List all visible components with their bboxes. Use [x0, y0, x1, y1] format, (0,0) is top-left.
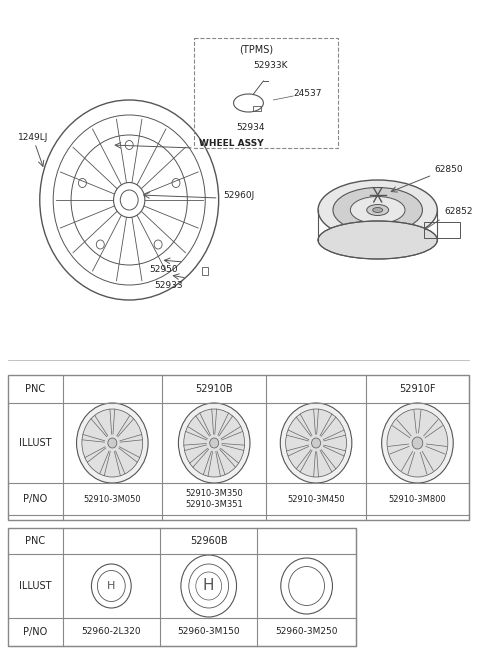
Bar	[202, 267, 208, 275]
Ellipse shape	[78, 179, 86, 187]
Ellipse shape	[280, 403, 352, 483]
Ellipse shape	[367, 204, 389, 215]
Ellipse shape	[318, 221, 437, 259]
Text: 52910B: 52910B	[195, 384, 233, 394]
Text: 62850: 62850	[434, 166, 463, 174]
Ellipse shape	[96, 240, 104, 249]
Ellipse shape	[387, 409, 448, 477]
Bar	[8, 528, 356, 646]
Bar	[194, 38, 338, 148]
Ellipse shape	[179, 403, 250, 483]
Text: 62852: 62852	[444, 208, 473, 217]
Ellipse shape	[172, 179, 180, 187]
Ellipse shape	[372, 208, 383, 212]
Text: 1249LJ: 1249LJ	[18, 134, 48, 143]
Bar	[253, 106, 262, 111]
Text: 52910-3M350
52910-3M351: 52910-3M350 52910-3M351	[185, 489, 243, 509]
Text: 52910F: 52910F	[399, 384, 436, 394]
Ellipse shape	[76, 403, 148, 483]
Ellipse shape	[108, 438, 117, 448]
Text: 52910-3M800: 52910-3M800	[389, 495, 446, 504]
Text: P/NO: P/NO	[23, 494, 48, 504]
Text: H: H	[107, 581, 116, 591]
Text: 52910-3M050: 52910-3M050	[84, 495, 141, 504]
Text: 52910-3M450: 52910-3M450	[287, 495, 345, 504]
Ellipse shape	[184, 409, 245, 477]
Text: 52934: 52934	[237, 124, 265, 132]
Ellipse shape	[154, 240, 162, 249]
Text: 52960-3M250: 52960-3M250	[276, 627, 338, 637]
Ellipse shape	[318, 180, 437, 240]
Bar	[8, 375, 469, 520]
Text: ILLUST: ILLUST	[19, 438, 51, 448]
Ellipse shape	[286, 409, 347, 477]
Text: 52960J: 52960J	[224, 191, 255, 200]
Bar	[424, 222, 460, 238]
Ellipse shape	[210, 438, 219, 448]
Text: 52950: 52950	[149, 265, 178, 274]
Text: 52960B: 52960B	[191, 536, 228, 546]
Text: PNC: PNC	[25, 536, 45, 546]
Text: (TPMS): (TPMS)	[239, 45, 273, 55]
Ellipse shape	[382, 403, 453, 483]
Text: 24537: 24537	[294, 88, 322, 98]
Ellipse shape	[82, 409, 143, 477]
Text: P/NO: P/NO	[23, 627, 48, 637]
Text: 52960-2L320: 52960-2L320	[82, 627, 141, 637]
Text: WHEEL ASSY: WHEEL ASSY	[199, 138, 264, 147]
Ellipse shape	[412, 437, 423, 449]
Ellipse shape	[333, 187, 422, 233]
Text: 52933: 52933	[154, 282, 183, 291]
Text: 52933K: 52933K	[253, 62, 288, 71]
Text: H: H	[203, 578, 215, 593]
Text: 52960-3M150: 52960-3M150	[178, 627, 240, 637]
Text: ILLUST: ILLUST	[19, 581, 51, 591]
Ellipse shape	[125, 141, 133, 149]
Ellipse shape	[312, 438, 321, 448]
Text: PNC: PNC	[25, 384, 45, 394]
Ellipse shape	[350, 196, 405, 223]
